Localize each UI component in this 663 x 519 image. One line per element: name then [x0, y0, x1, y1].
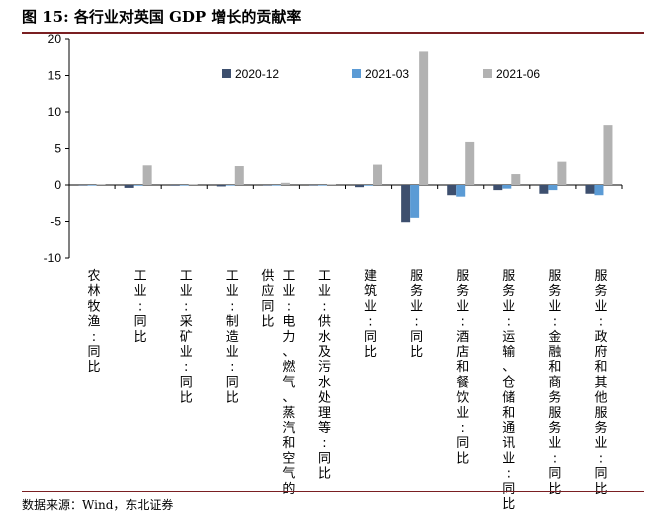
legend-swatch: [222, 69, 231, 78]
bar: [603, 125, 613, 185]
bar: [317, 185, 327, 186]
bar: [456, 185, 466, 197]
bar: [262, 185, 272, 186]
bar: [87, 185, 97, 186]
y-tick-label: 15: [48, 69, 62, 83]
legend-label: 2021-03: [365, 67, 409, 81]
category-label: 服务业:同比: [410, 269, 423, 360]
bar: [326, 184, 336, 185]
source-note: 数据来源：Wind，东北证券: [22, 491, 644, 513]
category-label: 工业:电力、燃气、蒸汽和空气的: [282, 269, 295, 497]
bar: [142, 165, 152, 185]
y-tick-label: -10: [44, 251, 62, 265]
bar: [410, 185, 420, 218]
category-label: 服务业:金融和商务服务业:同比: [548, 269, 561, 497]
category-labels: 农林牧渔:同比 工业:同比 工业:采矿业:同比 工业:制造业:同比 工业:电力、燃气、蒸…: [87, 269, 607, 512]
bar: [502, 185, 512, 189]
legend: 2020-12 2021-03 2021-06: [222, 67, 540, 81]
category-label: 工业:采矿业:同比: [180, 269, 193, 406]
bar: [493, 185, 503, 191]
bar: [124, 185, 134, 188]
y-tick-label: 0: [54, 178, 61, 192]
bar: [170, 185, 180, 186]
chart-title: 图 15: 各行业对英国 GDP 增长的贡献率: [22, 8, 302, 26]
category-label: 农林牧渔:同比: [87, 269, 100, 375]
bar: [133, 185, 143, 186]
bar: [234, 166, 244, 185]
bar: [280, 182, 290, 185]
category-label: 服务业:运输、仓储和通讯业:同比: [502, 269, 515, 512]
bar: [373, 164, 383, 185]
category-label: 建筑业:同比: [364, 269, 377, 360]
bar: [465, 141, 475, 185]
bar: [78, 185, 88, 186]
category-label: 供应同比: [261, 269, 274, 330]
y-tick-label: 20: [48, 32, 62, 46]
y-tick-label: 5: [54, 142, 61, 156]
y-tick-label: 10: [48, 105, 62, 119]
legend-label: 2020-12: [235, 67, 279, 81]
legend-swatch: [352, 69, 361, 78]
bar: [216, 185, 226, 187]
bar: [511, 174, 521, 185]
category-label: 工业:供水及污水处理等:同比: [318, 269, 331, 482]
bar: [96, 184, 106, 185]
bar: [548, 185, 558, 191]
bar: [594, 185, 604, 196]
title-bar: 图 15: 各行业对英国 GDP 增长的贡献率: [22, 4, 644, 34]
bar: [364, 185, 374, 186]
legend-swatch: [483, 69, 492, 78]
bar: [419, 51, 429, 185]
bar: [355, 185, 365, 188]
bar: [539, 185, 549, 194]
bar: [188, 184, 198, 185]
bar: [557, 161, 567, 185]
axes: 20 15 10 5 0 -5 -10: [44, 32, 623, 265]
bar: [585, 185, 595, 194]
bar: [308, 185, 318, 186]
legend-label: 2021-06: [496, 67, 540, 81]
bar: [401, 185, 411, 223]
category-label: 工业:同比: [134, 269, 147, 345]
category-label: 服务业:政府和其他服务业:同比: [594, 269, 607, 497]
bar: [447, 185, 457, 196]
bar: [225, 185, 235, 186]
bar: [271, 185, 281, 186]
y-tick-label: -5: [50, 215, 61, 229]
category-label: 服务业:酒店和餐饮业:同比: [456, 269, 469, 466]
category-label: 工业:制造业:同比: [226, 269, 239, 406]
bars: [78, 51, 613, 223]
bar: [179, 185, 189, 186]
